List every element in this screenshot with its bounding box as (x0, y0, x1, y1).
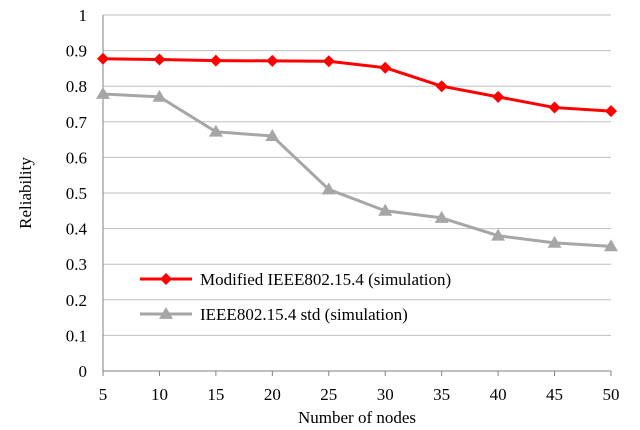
data-point-diamond (548, 101, 561, 114)
y-axis-title: Reliability (16, 157, 35, 229)
data-point-diamond (209, 54, 222, 67)
data-point-triangle (152, 89, 167, 102)
data-point-diamond (266, 54, 279, 67)
data-point-triangle (265, 129, 280, 141)
data-point-triangle (321, 182, 336, 195)
y-tick-label: 0.8 (66, 77, 87, 96)
data-point-diamond (153, 53, 166, 66)
data-point-diamond (435, 80, 448, 93)
data-point-diamond (97, 52, 109, 65)
data-point-diamond (605, 105, 617, 118)
x-axis-title: Number of nodes (298, 408, 416, 427)
x-tick-label: 10 (151, 385, 168, 404)
data-point-triangle (434, 210, 449, 223)
legend-label: Modified IEEE802.15.4 (simulation) (200, 270, 451, 289)
x-tick-label: 25 (320, 385, 337, 404)
x-tick-label: 50 (603, 385, 620, 404)
series-line (102, 57, 612, 113)
y-tick-label: 1 (79, 6, 88, 25)
x-tick-label: 30 (377, 385, 394, 404)
y-tick-label: 0.6 (66, 148, 87, 167)
y-tick-label: 0.1 (66, 326, 87, 345)
y-tick-label: 0.7 (66, 113, 88, 132)
y-tick-label: 0.9 (66, 42, 87, 61)
data-point-triangle (547, 235, 562, 248)
x-tick-label: 15 (207, 385, 224, 404)
y-tick-label: 0.2 (66, 291, 87, 310)
y-tick-label: 0.3 (66, 255, 87, 274)
data-point-diamond (322, 55, 335, 68)
x-tick-labels: 5 10 15 20 25 30 35 40 45 50 (99, 385, 620, 404)
legend-label: IEEE802.15.4 std (simulation) (200, 305, 408, 324)
x-tick-label: 45 (546, 385, 563, 404)
y-tick-label: 0 (79, 362, 88, 381)
data-point-triangle (491, 228, 506, 241)
data-point-diamond (379, 61, 392, 74)
series-group (96, 52, 618, 252)
data-point-triangle (159, 307, 173, 319)
legend-entry-1: Modified IEEE802.15.4 (simulation) (140, 270, 451, 289)
data-point-triangle (96, 87, 110, 99)
grid-lines (103, 14, 611, 336)
x-tick-label: 5 (99, 385, 108, 404)
y-tick-label: 0.5 (66, 184, 87, 203)
series-1 (97, 52, 617, 118)
series-2 (96, 87, 618, 252)
axes (102, 15, 612, 376)
data-point-diamond (160, 273, 172, 285)
y-tick-label: 0.4 (66, 220, 88, 239)
data-point-triangle (604, 239, 618, 252)
data-point-triangle (378, 203, 393, 216)
legend: Modified IEEE802.15.4 (simulation) IEEE80… (140, 270, 451, 324)
x-tick-label: 35 (433, 385, 450, 404)
x-tick-label: 40 (490, 385, 507, 404)
series-line (102, 92, 612, 248)
y-tick-labels: 0 0.1 0.2 0.3 0.4 0.5 0.6 0.7 0.8 0.9 1 (66, 6, 88, 381)
x-tick-label: 20 (264, 385, 281, 404)
legend-entry-2: IEEE802.15.4 std (simulation) (140, 305, 408, 324)
data-point-diamond (492, 90, 505, 103)
data-point-triangle (208, 124, 223, 137)
